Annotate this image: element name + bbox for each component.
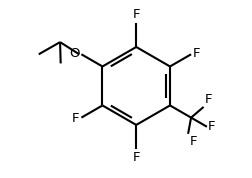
Text: F: F — [132, 8, 139, 21]
Text: F: F — [72, 112, 79, 125]
Text: F: F — [207, 120, 215, 133]
Text: F: F — [132, 151, 139, 164]
Text: F: F — [204, 93, 211, 106]
Text: F: F — [192, 47, 200, 60]
Text: O: O — [69, 47, 80, 60]
Text: F: F — [188, 135, 196, 148]
